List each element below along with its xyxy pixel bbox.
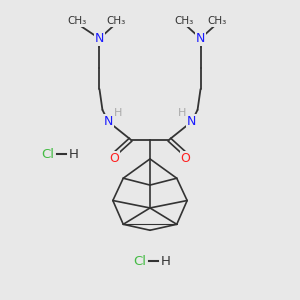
Text: Cl: Cl bbox=[133, 255, 146, 268]
Text: N: N bbox=[196, 32, 205, 45]
Text: N: N bbox=[95, 32, 104, 45]
Text: H: H bbox=[178, 108, 186, 118]
Text: N: N bbox=[187, 115, 196, 128]
Text: O: O bbox=[110, 152, 119, 164]
Text: H: H bbox=[114, 108, 122, 118]
Text: Cl: Cl bbox=[41, 148, 54, 161]
Text: O: O bbox=[181, 152, 190, 164]
Text: N: N bbox=[104, 115, 113, 128]
Text: CH₃: CH₃ bbox=[68, 16, 87, 26]
Text: CH₃: CH₃ bbox=[207, 16, 226, 26]
Text: CH₃: CH₃ bbox=[175, 16, 194, 26]
Text: CH₃: CH₃ bbox=[106, 16, 125, 26]
Text: H: H bbox=[69, 148, 79, 161]
Text: H: H bbox=[161, 255, 171, 268]
